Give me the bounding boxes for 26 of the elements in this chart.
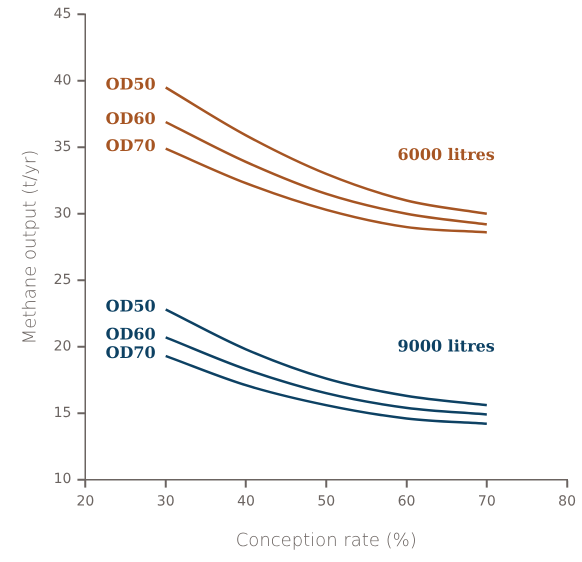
x-tick-label: 40 [237, 494, 255, 510]
y-tick-label: 45 [54, 6, 72, 22]
x-tick-label: 80 [558, 494, 576, 510]
series-label: OD60 [106, 109, 156, 128]
annotation: 6000 litres [398, 144, 495, 164]
series-label: OD70 [106, 136, 156, 155]
y-axis-title: Methane output (t/yr) [19, 150, 40, 344]
annotation: 9000 litres [398, 336, 495, 356]
series-label: OD70 [106, 343, 156, 362]
series-label: OD60 [106, 324, 156, 344]
y-tick-label: 25 [54, 272, 72, 288]
y-tick-label: 35 [54, 138, 72, 155]
line-series [164, 354, 488, 426]
x-tick-label: 50 [317, 494, 336, 510]
y-tick-label: 30 [54, 205, 72, 222]
x-tick-label: 60 [398, 494, 416, 510]
x-axis-title: Conception rate (%) [236, 530, 417, 551]
x-tick-label: 20 [76, 494, 94, 510]
series-label: OD50 [106, 74, 156, 94]
y-tick-label: 20 [54, 338, 72, 354]
x-tick-label: 70 [478, 494, 496, 510]
y-tick-label: 40 [54, 72, 72, 88]
x-tick-label: 30 [156, 494, 175, 510]
series-label: OD50 [106, 296, 156, 316]
y-tick-label: 10 [54, 471, 72, 488]
y-tick-label: 15 [54, 404, 72, 421]
